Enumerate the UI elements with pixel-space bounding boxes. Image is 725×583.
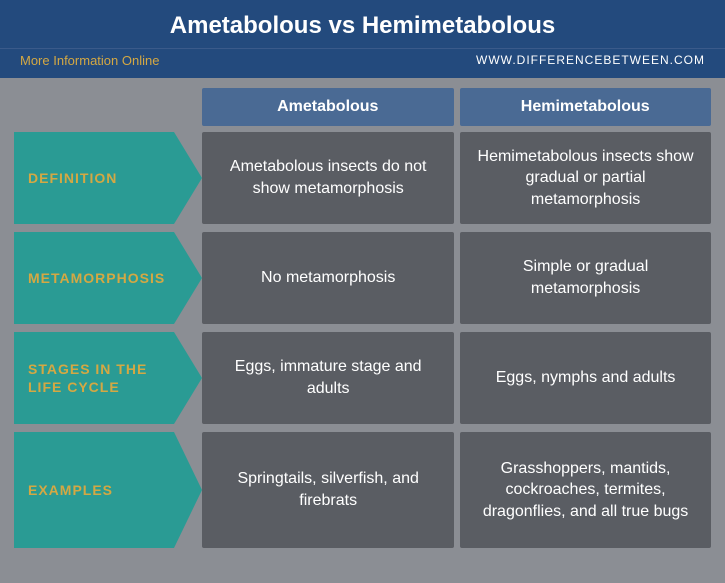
site-url: WWW.DIFFERENCEBETWEEN.COM: [476, 53, 705, 68]
examples-col2: Grasshoppers, mantids, cockroaches, term…: [460, 432, 711, 548]
arrow-icon: [174, 332, 202, 424]
stages-col2: Eggs, nymphs and adults: [460, 332, 711, 424]
label-cell: STAGES IN THE LIFE CYCLE: [14, 332, 202, 424]
page-title: Ametabolous vs Hemimetabolous: [20, 12, 705, 40]
row-metamorphosis: METAMORPHOSIS No metamorphosis Simple or…: [14, 232, 711, 324]
row-label: STAGES IN THE LIFE CYCLE: [14, 332, 174, 424]
definition-col2: Hemimetabolous insects show gradual or p…: [460, 132, 711, 224]
column-header-2: Hemimetabolous: [460, 88, 711, 126]
subheader: More Information Online WWW.DIFFERENCEBE…: [0, 49, 725, 78]
row-definition: DEFINITION Ametabolous insects do not sh…: [14, 132, 711, 224]
row-stages: STAGES IN THE LIFE CYCLE Eggs, immature …: [14, 332, 711, 424]
label-cell: EXAMPLES: [14, 432, 202, 548]
page-header: Ametabolous vs Hemimetabolous: [0, 0, 725, 49]
column-header-1: Ametabolous: [202, 88, 453, 126]
arrow-icon: [174, 132, 202, 224]
label-cell: METAMORPHOSIS: [14, 232, 202, 324]
arrow-icon: [174, 232, 202, 324]
definition-col1: Ametabolous insects do not show metamorp…: [202, 132, 454, 224]
column-headers-row: Ametabolous Hemimetabolous: [14, 88, 711, 126]
arrow-icon: [174, 432, 202, 548]
examples-col1: Springtails, silverfish, and firebrats: [202, 432, 454, 548]
metamorphosis-col2: Simple or gradual metamorphosis: [460, 232, 711, 324]
header-spacer: [14, 88, 202, 126]
row-label: METAMORPHOSIS: [14, 232, 174, 324]
row-label: EXAMPLES: [14, 432, 174, 548]
more-info-label: More Information Online: [20, 53, 159, 68]
comparison-table: Ametabolous Hemimetabolous DEFINITION Am…: [0, 78, 725, 570]
row-examples: EXAMPLES Springtails, silverfish, and fi…: [14, 432, 711, 548]
stages-col1: Eggs, immature stage and adults: [202, 332, 454, 424]
label-cell: DEFINITION: [14, 132, 202, 224]
row-label: DEFINITION: [14, 132, 174, 224]
metamorphosis-col1: No metamorphosis: [202, 232, 454, 324]
